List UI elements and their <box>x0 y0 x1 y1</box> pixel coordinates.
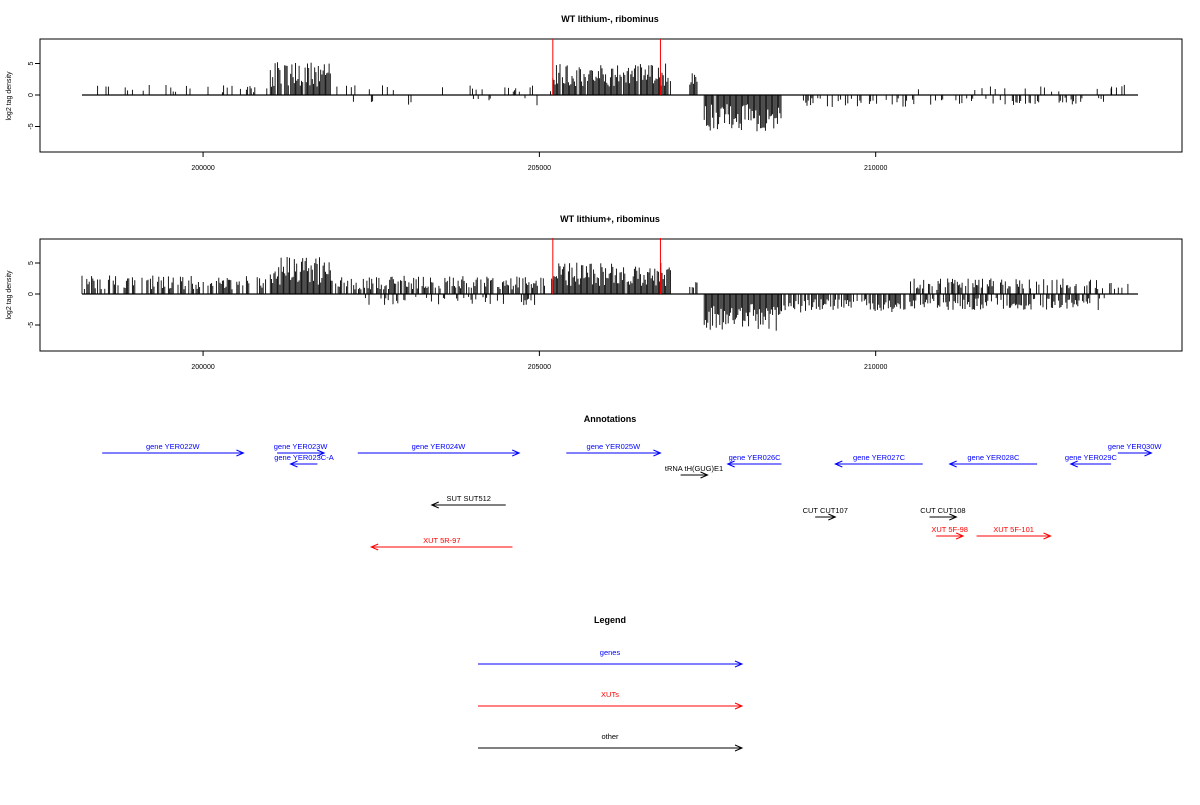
feature-label: XUT 5F-98 <box>931 525 968 534</box>
track-panel-lithium-minus: WT lithium-, ribominus log2 tag density … <box>6 14 1183 172</box>
arrow-head <box>1043 532 1052 540</box>
legend-items: genes XUTs other <box>478 648 744 752</box>
x-tick-label: 205000 <box>528 165 551 172</box>
feature-label: XUT 5F-101 <box>993 525 1034 534</box>
panel-title: WT lithium-, ribominus <box>561 14 659 24</box>
arrow-head <box>834 460 843 468</box>
arrow-head <box>430 501 439 509</box>
arrow-head <box>1144 449 1153 457</box>
feature-arrow: gene YER025W <box>566 442 662 457</box>
feature-arrow: CUT CUT108 <box>920 506 966 521</box>
y-tick-label: -5 <box>28 123 35 129</box>
legend-item: other <box>478 732 744 752</box>
feature-arrow: gene YER022W <box>102 442 245 457</box>
feature-label: XUT 5R-97 <box>423 536 460 545</box>
feature-label: CUT CUT108 <box>920 506 965 515</box>
arrow-head <box>734 744 744 752</box>
feature-label: tRNA tH(GUG)E1 <box>665 464 723 473</box>
x-tick-label: 210000 <box>864 165 887 172</box>
legend-item: genes <box>478 648 744 668</box>
feature-arrow: tRNA tH(GUG)E1 <box>665 464 723 479</box>
legend-label: other <box>601 732 619 741</box>
feature-label: gene YER027C <box>853 453 906 462</box>
legend-item: XUTs <box>478 690 744 710</box>
feature-label: gene YER030W <box>1108 442 1163 451</box>
arrow-head <box>289 460 298 468</box>
arrow-head <box>955 532 965 540</box>
annotations-title: Annotations <box>584 414 637 424</box>
feature-arrows: gene YER022W gene YER023W gene YER023C-A ge… <box>102 442 1163 551</box>
feature-arrow: XUT 5R-97 <box>369 536 513 551</box>
arrow-head <box>512 449 521 457</box>
feature-arrow: XUT 5F-98 <box>931 525 968 540</box>
arrow-head <box>948 460 957 468</box>
panel-title: WT lithium+, ribominus <box>560 214 660 224</box>
density-bars <box>81 257 1129 331</box>
arrow-head <box>949 513 958 521</box>
feature-label: SUT SUT512 <box>447 494 491 503</box>
legend: Legend genes XUTs other <box>478 615 744 752</box>
feature-label: gene YER022W <box>146 442 201 451</box>
x-tick-label: 205000 <box>528 364 551 371</box>
feature-arrow: gene YER026C <box>726 453 782 468</box>
arrow-head <box>236 449 245 457</box>
arrow-head <box>726 460 735 468</box>
density-bars <box>97 62 1125 132</box>
x-tick-label: 200000 <box>191 364 214 371</box>
feature-label: gene YER026C <box>729 453 782 462</box>
y-tick-label: 0 <box>28 292 35 296</box>
y-tick-label: 5 <box>28 61 35 65</box>
y-tick-label: 5 <box>28 261 35 265</box>
feature-label: CUT CUT107 <box>803 506 848 515</box>
feature-label: gene YER028C <box>967 453 1020 462</box>
arrow-head <box>700 471 709 479</box>
feature-arrow: gene YER028C <box>948 453 1038 468</box>
annotations-track: Annotations gene YER022W gene YER023Wgene… <box>102 414 1163 551</box>
feature-arrow: CUT CUT107 <box>803 506 848 521</box>
arrow-head <box>734 702 744 710</box>
x-tick-label: 200000 <box>191 165 214 172</box>
feature-label: gene YER023C-A <box>274 453 333 462</box>
feature-arrow: gene YER030W <box>1108 442 1163 457</box>
axes: -5 0 5 200000 205000 210000 <box>28 39 1138 172</box>
feature-arrow: SUT SUT512 <box>430 494 506 509</box>
arrow-head <box>1069 460 1078 468</box>
arrow-head <box>316 449 326 457</box>
y-axis-label: log2 tag density <box>6 270 13 320</box>
axes: -5 0 5 200000 205000 210000 <box>28 238 1138 371</box>
arrow-head <box>653 449 662 457</box>
x-tick-label: 210000 <box>864 364 887 371</box>
feature-arrow: gene YER023C-A <box>274 453 334 468</box>
feature-label: gene YER023W <box>274 442 329 451</box>
track-panel-lithium-plus: WT lithium+, ribominus log2 tag density … <box>6 214 1183 371</box>
feature-label: gene YER024W <box>412 442 467 451</box>
y-axis-label: log2 tag density <box>6 71 13 121</box>
plot-frame <box>39 238 1183 352</box>
legend-label: genes <box>600 648 621 657</box>
feature-label: gene YER029C <box>1065 453 1118 462</box>
feature-label: gene YER025W <box>587 442 642 451</box>
feature-arrow: gene YER023W <box>274 442 329 457</box>
feature-arrow: gene YER027C <box>834 453 923 468</box>
legend-label: XUTs <box>601 690 619 699</box>
arrow-head <box>734 660 744 668</box>
arrow-head <box>828 513 837 521</box>
legend-title: Legend <box>594 615 626 625</box>
feature-arrow: gene YER029C <box>1065 453 1118 468</box>
arrow-head <box>369 543 379 551</box>
feature-arrow: XUT 5F-101 <box>976 525 1052 540</box>
y-tick-label: -5 <box>28 322 35 328</box>
y-tick-label: 0 <box>28 93 35 97</box>
feature-arrow: gene YER024W <box>357 442 521 457</box>
